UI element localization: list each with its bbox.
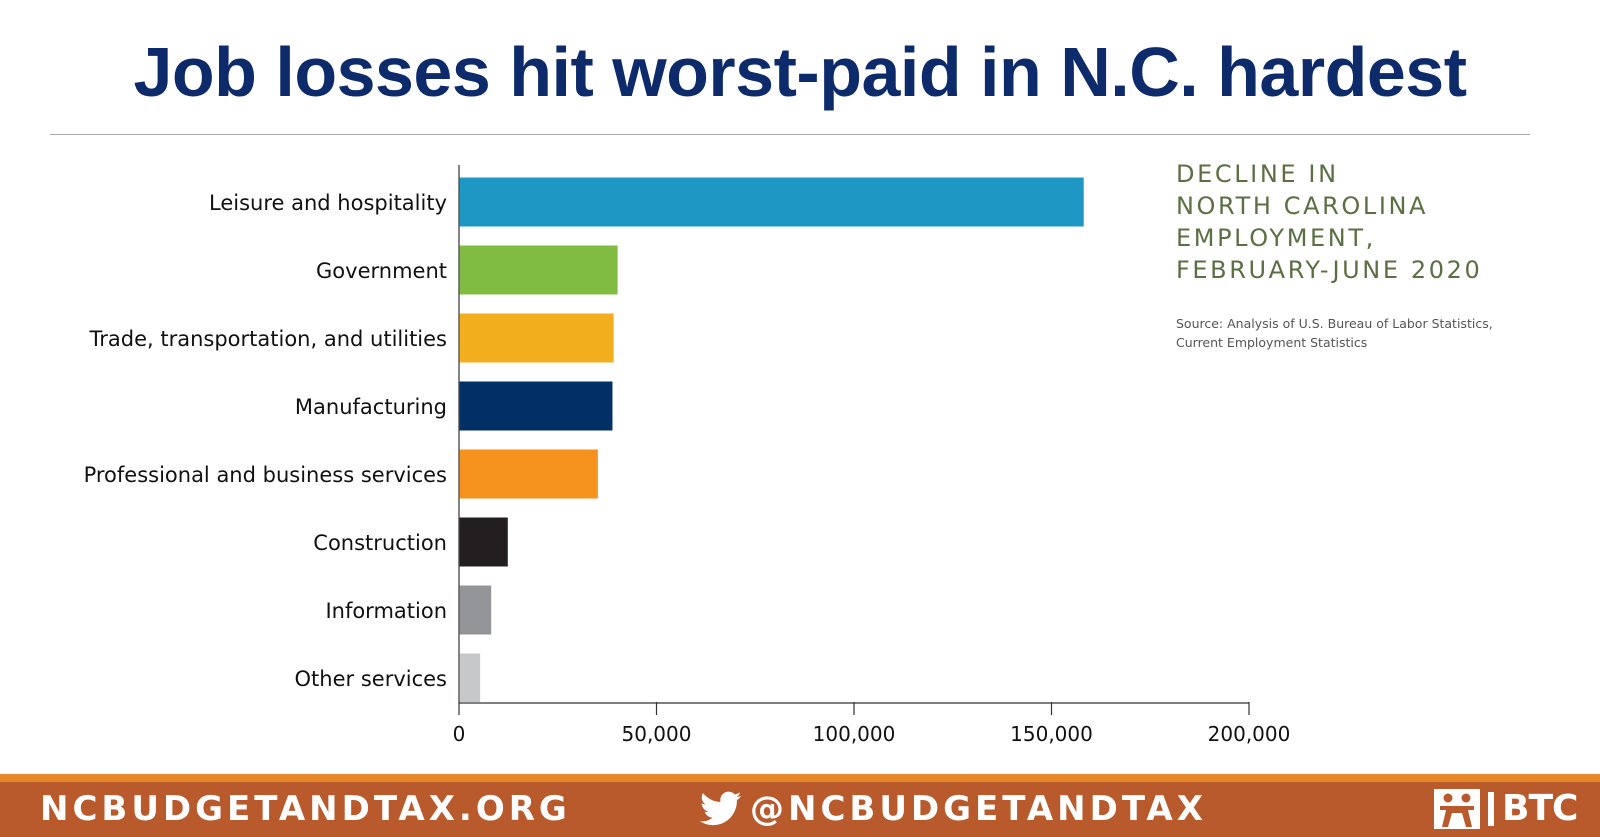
category-label: Government [316,259,447,283]
bar [459,381,613,431]
chart-title: Job losses hit worst-paid in N.C. hardes… [133,33,1467,111]
subtitle-line-4: FEBRUARY-JUNE 2020 [1176,256,1483,284]
category-label: Professional and business services [84,463,447,487]
bar [459,313,614,363]
source-line-1: Source: Analysis of U.S. Bureau of Labor… [1176,316,1493,331]
bar [459,653,481,703]
bar [459,245,618,295]
x-tick-label: 150,000 [1010,722,1093,746]
category-label: Information [325,599,447,623]
btc-logo-icon [1434,789,1480,829]
chart-subtitle: DECLINE IN NORTH CAROLINA EMPLOYMENT, FE… [1176,158,1482,286]
btc-logo: BTC [1434,788,1578,830]
bar [459,585,492,635]
category-label: Manufacturing [295,395,447,419]
x-tick-label: 0 [453,722,466,746]
footer-stripe [0,774,1600,782]
title-divider [50,134,1530,135]
bar [459,517,508,567]
website-link[interactable]: NCBUDGETANDTAX.ORG [40,789,571,829]
bar-chart: Leisure and hospitality Government Trade, … [84,165,1291,746]
source-line-2: Current Employment Statistics [1176,335,1368,350]
subtitle-line-3: EMPLOYMENT, [1176,224,1376,252]
twitter-handle: @NCBUDGETANDTAX [750,789,1207,829]
subtitle-line-2: NORTH CAROLINA [1176,192,1429,220]
source-note: Source: Analysis of U.S. Bureau of Labor… [1176,314,1493,352]
twitter-bird-icon [700,791,742,826]
logo-text: BTC [1502,788,1578,829]
category-label: Trade, transportation, and utilities [89,327,447,351]
bar [459,449,598,499]
subtitle-line-1: DECLINE IN [1176,160,1339,188]
x-tick-label: 50,000 [622,722,692,746]
twitter-link[interactable]: @NCBUDGETANDTAX [700,789,1207,829]
bar [459,177,1084,227]
x-tick-label: 200,000 [1208,722,1291,746]
logo-divider [1488,792,1494,826]
x-tick-label: 100,000 [813,722,896,746]
footer-banner: NCBUDGETANDTAX.ORG @NCBUDGETANDTAX BTC [0,782,1600,837]
category-label: Leisure and hospitality [209,191,447,215]
category-label: Other services [295,667,447,691]
category-label: Construction [313,531,447,555]
